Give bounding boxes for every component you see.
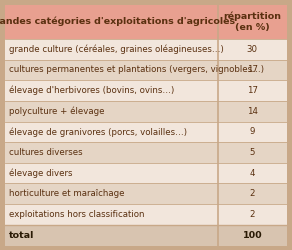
- Text: cultures permanentes et plantations (vergers, vignobles…): cultures permanentes et plantations (ver…: [9, 66, 264, 74]
- Bar: [5, 4, 218, 39]
- Bar: [5, 142, 218, 163]
- Bar: [5, 60, 218, 80]
- Text: horticulture et maraîchage: horticulture et maraîchage: [9, 189, 124, 198]
- Bar: [218, 80, 287, 101]
- Bar: [218, 4, 287, 39]
- Text: polyculture + élevage: polyculture + élevage: [9, 106, 104, 116]
- Text: 17: 17: [247, 86, 258, 95]
- Bar: [5, 122, 218, 142]
- Bar: [218, 225, 287, 246]
- Bar: [218, 101, 287, 121]
- Bar: [5, 101, 218, 121]
- Text: 100: 100: [242, 230, 262, 239]
- Bar: [218, 142, 287, 163]
- Bar: [218, 39, 287, 60]
- Bar: [218, 122, 287, 142]
- Bar: [218, 204, 287, 225]
- Text: 17: 17: [247, 66, 258, 74]
- Text: grande culture (céréales, graines oléagineuses…): grande culture (céréales, graines oléagi…: [9, 44, 223, 54]
- Bar: [218, 184, 287, 204]
- Text: cultures diverses: cultures diverses: [9, 148, 82, 157]
- Bar: [218, 60, 287, 80]
- Text: 9: 9: [250, 128, 255, 136]
- Text: exploitations hors classification: exploitations hors classification: [9, 210, 144, 219]
- Text: 30: 30: [247, 45, 258, 54]
- Text: 2: 2: [249, 189, 255, 198]
- Bar: [5, 204, 218, 225]
- Text: élevage divers: élevage divers: [9, 168, 72, 178]
- Text: élevage d'herbivores (bovins, ovins…): élevage d'herbivores (bovins, ovins…): [9, 86, 174, 95]
- Bar: [5, 225, 218, 246]
- Bar: [5, 80, 218, 101]
- Text: répartition
(en %): répartition (en %): [223, 12, 281, 32]
- Text: élevage de granivores (porcs, volailles…): élevage de granivores (porcs, volailles……: [9, 127, 187, 136]
- Bar: [5, 163, 218, 184]
- Text: total: total: [9, 230, 34, 239]
- Bar: [5, 39, 218, 60]
- Text: grandes catégories d'exploitations d'agricoles: grandes catégories d'exploitations d'agr…: [0, 17, 235, 26]
- Text: 5: 5: [249, 148, 255, 157]
- Text: 2: 2: [249, 210, 255, 219]
- Bar: [218, 163, 287, 184]
- Text: 4: 4: [249, 169, 255, 178]
- Text: 14: 14: [247, 107, 258, 116]
- Bar: [5, 184, 218, 204]
